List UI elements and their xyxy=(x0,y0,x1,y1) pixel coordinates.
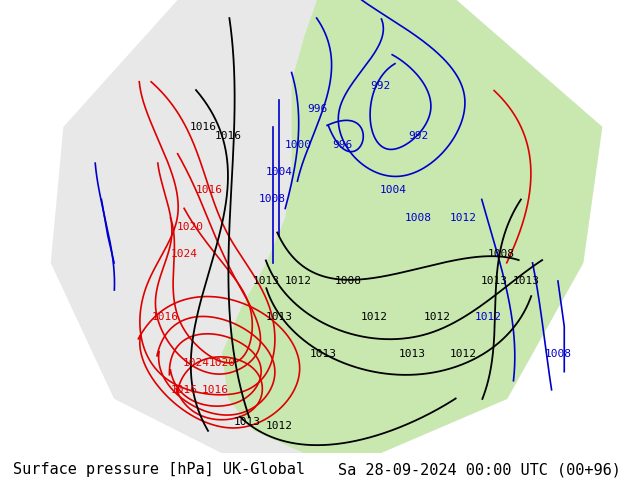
Text: 1013: 1013 xyxy=(253,276,280,286)
Text: 1008: 1008 xyxy=(259,195,286,204)
Text: 1000: 1000 xyxy=(285,140,311,150)
Text: 1020: 1020 xyxy=(177,221,204,232)
Text: 1016: 1016 xyxy=(152,312,178,322)
Text: 1016: 1016 xyxy=(202,385,229,395)
Text: 1008: 1008 xyxy=(405,213,432,222)
Text: 1012: 1012 xyxy=(266,421,292,431)
Text: 996: 996 xyxy=(307,104,327,114)
Text: 1024: 1024 xyxy=(171,249,197,259)
Text: 1013: 1013 xyxy=(310,348,337,359)
Text: 1012: 1012 xyxy=(450,213,476,222)
Text: 992: 992 xyxy=(408,131,429,141)
Text: Surface pressure [hPa] UK-Global: Surface pressure [hPa] UK-Global xyxy=(13,462,305,477)
Text: 996: 996 xyxy=(332,140,353,150)
Text: 1012: 1012 xyxy=(475,312,501,322)
Text: Sa 28-09-2024 00:00 UTC (00+96): Sa 28-09-2024 00:00 UTC (00+96) xyxy=(339,462,621,477)
Text: 1016: 1016 xyxy=(190,122,216,132)
Text: 1013: 1013 xyxy=(399,348,425,359)
Polygon shape xyxy=(51,0,602,453)
Text: 1016: 1016 xyxy=(196,185,223,196)
Text: 1013: 1013 xyxy=(481,276,508,286)
Text: 1024: 1024 xyxy=(183,358,210,368)
Text: 1004: 1004 xyxy=(380,185,406,196)
Text: 1012: 1012 xyxy=(424,312,451,322)
Text: 1013: 1013 xyxy=(266,312,292,322)
Text: 1008: 1008 xyxy=(545,348,571,359)
Text: 1012: 1012 xyxy=(285,276,311,286)
Text: 1016: 1016 xyxy=(215,131,242,141)
Text: 1012: 1012 xyxy=(450,348,476,359)
Polygon shape xyxy=(222,0,602,453)
Text: 1008: 1008 xyxy=(488,249,514,259)
Text: 1020: 1020 xyxy=(209,358,235,368)
Text: 992: 992 xyxy=(370,81,391,91)
Text: 1013: 1013 xyxy=(513,276,540,286)
Text: 1013: 1013 xyxy=(234,416,261,426)
Text: 1012: 1012 xyxy=(361,312,387,322)
Text: 1008: 1008 xyxy=(335,276,362,286)
Text: 1016: 1016 xyxy=(171,385,197,395)
Text: 1004: 1004 xyxy=(266,167,292,177)
